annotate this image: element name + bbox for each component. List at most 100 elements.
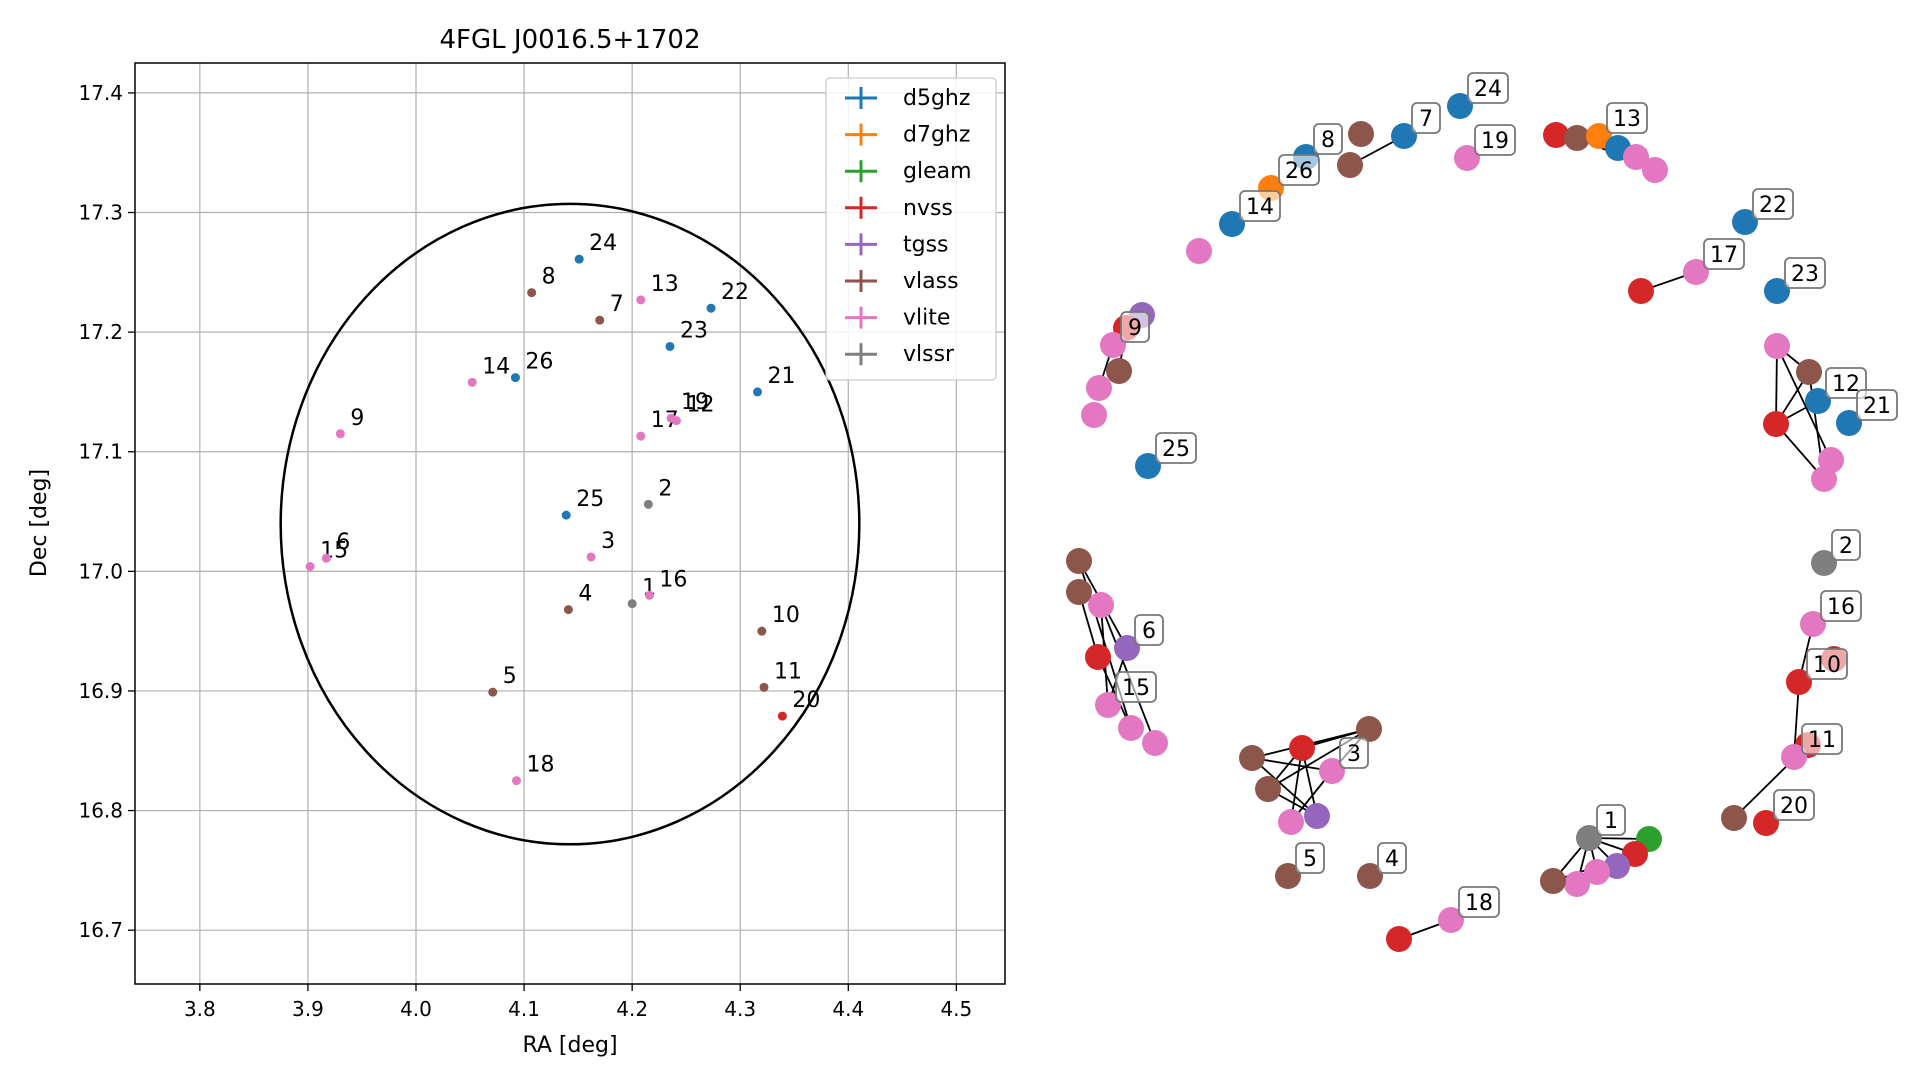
node-label-box xyxy=(1155,432,1197,464)
node-label-text: 8 xyxy=(1321,128,1335,153)
network-node xyxy=(1586,123,1612,149)
scatter-point-2 xyxy=(643,499,653,509)
node-label-text: 4 xyxy=(1385,847,1399,872)
y-tick-label: 16.9 xyxy=(78,679,123,703)
point-label-6: 6 xyxy=(336,530,350,555)
node-label-box xyxy=(1295,842,1325,874)
network-node xyxy=(1642,157,1668,183)
network-node xyxy=(1811,466,1837,492)
y-tick-label: 17.3 xyxy=(78,201,123,225)
network-node xyxy=(1764,278,1790,304)
network-node xyxy=(1348,121,1374,147)
x-tick-label: 4.4 xyxy=(832,997,864,1021)
node-label-25: 25 xyxy=(1155,432,1197,464)
legend-label: vlite xyxy=(903,306,950,331)
point-label-21: 21 xyxy=(768,364,796,389)
scatter-point-17 xyxy=(636,431,646,441)
node-label-12: 12 xyxy=(1825,367,1867,399)
point-label-8: 8 xyxy=(542,265,556,290)
scatter-point-18 xyxy=(512,776,522,786)
node-label-24: 24 xyxy=(1467,72,1509,104)
node-label-box xyxy=(1339,737,1369,769)
network-node xyxy=(1753,810,1779,836)
node-label-text: 3 xyxy=(1347,742,1361,767)
scatter-point-16 xyxy=(644,590,654,600)
node-label-text: 7 xyxy=(1419,107,1433,132)
legend-label: d5ghz xyxy=(903,86,970,111)
network-node xyxy=(1763,411,1789,437)
scatter-point-13 xyxy=(636,295,646,305)
point-label-4: 4 xyxy=(578,582,592,607)
node-label-box xyxy=(1120,311,1150,343)
network-node xyxy=(1732,209,1758,235)
node-label-text: 5 xyxy=(1303,847,1317,872)
network-node xyxy=(1623,144,1649,170)
scatter-point-23 xyxy=(665,341,675,351)
scatter-point-5 xyxy=(488,687,498,697)
node-label-8: 8 xyxy=(1313,123,1343,155)
node-label-box xyxy=(1606,102,1648,134)
x-tick-label: 4.2 xyxy=(616,997,648,1021)
node-label-15: 15 xyxy=(1115,671,1157,703)
network-node xyxy=(1142,730,1168,756)
point-label-16: 16 xyxy=(659,567,687,592)
network-node xyxy=(1095,692,1121,718)
network-node xyxy=(1304,803,1330,829)
network-node xyxy=(1796,359,1822,385)
node-label-box xyxy=(1773,789,1815,821)
scatter-point-21 xyxy=(753,387,763,397)
network-node xyxy=(1066,579,1092,605)
node-label-5: 5 xyxy=(1295,842,1325,874)
network-node xyxy=(1721,805,1747,831)
point-label-18: 18 xyxy=(527,753,555,778)
node-label-4: 4 xyxy=(1377,842,1407,874)
point-label-10: 10 xyxy=(772,603,800,628)
node-label-text: 23 xyxy=(1791,262,1819,287)
point-label-22: 22 xyxy=(721,280,749,305)
scatter-point-14 xyxy=(467,377,477,387)
network-node xyxy=(1066,548,1092,574)
scatter-point-9 xyxy=(335,429,345,439)
node-label-16: 16 xyxy=(1820,590,1862,622)
network-edge xyxy=(1251,757,1318,817)
node-label-text: 1 xyxy=(1604,809,1618,834)
node-label-text: 16 xyxy=(1827,595,1855,620)
scatter-point-8 xyxy=(527,288,537,298)
node-label-21: 21 xyxy=(1856,389,1898,421)
node-label-text: 15 xyxy=(1122,676,1150,701)
node-label-2: 2 xyxy=(1831,529,1861,561)
network-node xyxy=(1386,926,1412,952)
node-label-box xyxy=(1239,190,1281,222)
network-node xyxy=(1085,644,1111,670)
legend-entry-d5ghz: d5ghz xyxy=(845,86,970,111)
node-label-box xyxy=(1115,671,1157,703)
node-label-text: 10 xyxy=(1813,653,1841,678)
node-label-10: 10 xyxy=(1806,648,1848,680)
y-tick-label: 16.8 xyxy=(78,799,123,823)
network-node xyxy=(1278,809,1304,835)
network-node xyxy=(1438,907,1464,933)
node-label-box xyxy=(1411,102,1441,134)
legend-entry-d7ghz: d7ghz xyxy=(845,123,970,148)
node-label-11: 11 xyxy=(1801,723,1843,755)
node-label-box xyxy=(1458,886,1500,918)
node-label-box xyxy=(1377,842,1407,874)
node-label-text: 12 xyxy=(1832,372,1860,397)
node-label-text: 24 xyxy=(1474,77,1502,102)
x-tick-label: 4.1 xyxy=(508,997,540,1021)
network-node xyxy=(1086,375,1112,401)
node-label-18: 18 xyxy=(1458,886,1500,918)
scatter-point-26 xyxy=(510,373,520,383)
node-label-19: 19 xyxy=(1474,124,1516,156)
network-node xyxy=(1337,152,1363,178)
network-node xyxy=(1564,125,1590,151)
point-label-26: 26 xyxy=(525,350,553,375)
network-node xyxy=(1576,825,1602,851)
node-label-text: 21 xyxy=(1863,394,1891,419)
point-label-7: 7 xyxy=(610,292,624,317)
network-node xyxy=(1239,745,1265,771)
network-node xyxy=(1100,332,1126,358)
network-node xyxy=(1135,453,1161,479)
node-label-box xyxy=(1596,804,1626,836)
